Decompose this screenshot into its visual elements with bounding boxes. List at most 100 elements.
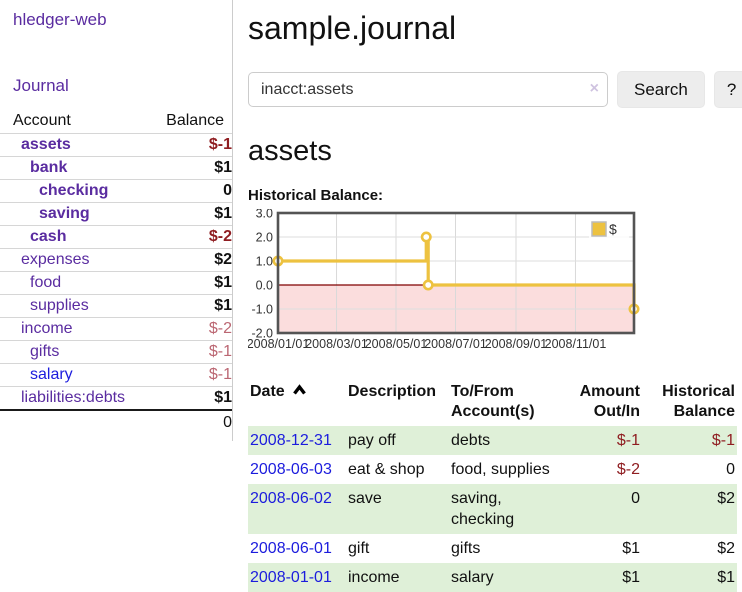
transaction-description: save bbox=[346, 484, 449, 534]
register-table: Date Description To/From Account(s) Amou… bbox=[248, 380, 737, 592]
transaction-description: pay off bbox=[346, 426, 449, 455]
account-balance: $-2 bbox=[208, 320, 232, 337]
accounts-total-row: 0 bbox=[0, 409, 232, 434]
y-axis-tick-label: 2.0 bbox=[256, 231, 273, 245]
accounts-header-account: Account bbox=[13, 112, 71, 129]
account-link-expenses[interactable]: expenses bbox=[21, 251, 90, 268]
account-link-food[interactable]: food bbox=[30, 274, 62, 291]
help-button[interactable]: ? bbox=[713, 71, 742, 108]
sidebar: hledger-web Journal Account Balance asse… bbox=[0, 0, 233, 441]
account-link-salary[interactable]: salary bbox=[30, 366, 73, 383]
x-axis-tick-label: 2008/03/01 bbox=[305, 337, 368, 351]
y-axis-tick-label: 0.0 bbox=[256, 279, 273, 293]
account-balance: $1 bbox=[214, 389, 232, 406]
account-link-supplies[interactable]: supplies bbox=[30, 297, 89, 314]
app-brand-link[interactable]: hledger-web bbox=[13, 10, 107, 29]
transaction-balance: $2 bbox=[717, 540, 735, 557]
account-balance: $1 bbox=[214, 274, 232, 291]
account-row: income $-2 bbox=[0, 317, 232, 341]
register-header-date[interactable]: Date bbox=[248, 380, 346, 426]
transaction-accounts: gifts bbox=[451, 540, 481, 557]
transaction-amount: $-1 bbox=[572, 426, 642, 455]
chart-point[interactable] bbox=[422, 279, 434, 291]
register-header-description: Description bbox=[348, 383, 437, 400]
account-link-bank[interactable]: bank bbox=[30, 159, 68, 176]
account-link-saving[interactable]: saving bbox=[39, 205, 90, 222]
date-header-label: Date bbox=[250, 383, 285, 400]
transaction-date-link[interactable]: 2008-01-01 bbox=[250, 569, 332, 586]
transaction-amount: $1 bbox=[622, 540, 640, 557]
account-row: food $1 bbox=[0, 271, 232, 295]
account-heading: assets bbox=[248, 135, 332, 167]
account-row: bank $1 bbox=[0, 156, 232, 180]
transaction-balance: $2 bbox=[642, 484, 737, 534]
account-balance: $1 bbox=[214, 205, 232, 222]
transaction-accounts: debts bbox=[449, 426, 572, 455]
sort-ascending-icon bbox=[292, 382, 307, 402]
account-link-liabilities-debts[interactable]: liabilities:debts bbox=[21, 389, 126, 406]
main-content: sample.journal × Search ? assets Histori… bbox=[247, 0, 742, 592]
y-axis-tick-label: 3.0 bbox=[256, 209, 273, 221]
transaction-accounts: food, supplies bbox=[451, 461, 550, 478]
register-header-row: Date Description To/From Account(s) Amou… bbox=[248, 380, 737, 426]
transaction-amount: $1 bbox=[572, 563, 642, 592]
account-link-cash[interactable]: cash bbox=[30, 228, 67, 245]
y-axis-tick-label: 1.0 bbox=[256, 255, 273, 269]
transaction-amount: 0 bbox=[572, 484, 642, 534]
transaction-date-link[interactable]: 2008-06-02 bbox=[250, 490, 332, 507]
transaction-description: gift bbox=[348, 540, 370, 557]
account-row: gifts $-1 bbox=[0, 340, 232, 364]
account-row: saving $1 bbox=[0, 202, 232, 226]
transaction-accounts: salary bbox=[449, 563, 572, 592]
chart-point[interactable] bbox=[420, 231, 432, 243]
legend-label: $ bbox=[609, 221, 617, 237]
transaction-row: 2008-06-03 eat & shop food, supplies $-2 0 bbox=[248, 455, 737, 484]
search-button[interactable]: Search bbox=[617, 71, 705, 108]
account-row: expenses $2 bbox=[0, 248, 232, 272]
account-balance: $-1 bbox=[208, 136, 232, 153]
account-balance: $2 bbox=[214, 251, 232, 268]
account-link-checking[interactable]: checking bbox=[39, 182, 109, 199]
chart-title-label: Historical Balance: bbox=[248, 187, 384, 204]
search-input[interactable] bbox=[248, 72, 608, 107]
x-axis-tick-label: 2008/05/01 bbox=[365, 337, 428, 351]
transaction-date-link[interactable]: 2008-12-31 bbox=[250, 432, 332, 449]
account-balance: 0 bbox=[223, 182, 232, 199]
account-row: liabilities:debts $1 bbox=[0, 386, 232, 411]
plot-border bbox=[276, 211, 636, 335]
y-axis-tick-label: -1.0 bbox=[251, 303, 273, 317]
transaction-row: 2008-06-01 gift gifts $1 $2 bbox=[248, 534, 737, 563]
account-balance: $-2 bbox=[208, 228, 232, 245]
accounts-table: Account Balance assets $-1 bank $1 checking 0… bbox=[0, 110, 232, 434]
transaction-date-link[interactable]: 2008-06-01 bbox=[250, 540, 332, 557]
account-row: cash $-2 bbox=[0, 225, 232, 249]
page-title: sample.journal bbox=[248, 10, 457, 46]
account-row: assets $-1 bbox=[0, 133, 232, 157]
register-header-amount: Amount Out/In bbox=[579, 383, 640, 420]
account-row: salary $-1 bbox=[0, 363, 232, 387]
account-row: checking 0 bbox=[0, 179, 232, 203]
register-header-balance: Historical Balance bbox=[662, 383, 735, 420]
register-header-accounts: To/From Account(s) bbox=[451, 383, 535, 420]
y-axis-tick-label: -2.0 bbox=[251, 327, 273, 341]
account-link-income[interactable]: income bbox=[21, 320, 73, 337]
account-link-assets[interactable]: assets bbox=[21, 136, 71, 153]
transaction-date-link[interactable]: 2008-06-03 bbox=[250, 461, 332, 478]
chart-canvas: $3.0 2.0 1.0 0.0 -1.0 -2.02008/01/012008/03/0… bbox=[247, 207, 640, 351]
x-axis-tick-label: 2008/07/01 bbox=[424, 337, 487, 351]
accounts-header-row: Account Balance bbox=[0, 110, 232, 134]
clear-search-icon[interactable]: × bbox=[589, 80, 599, 97]
transaction-accounts: saving, checking bbox=[449, 484, 572, 534]
account-balance: $-1 bbox=[208, 366, 232, 383]
account-balance: $1 bbox=[214, 159, 232, 176]
accounts-header-balance: Balance bbox=[166, 112, 224, 129]
account-balance: $-1 bbox=[208, 343, 232, 360]
account-row: supplies $1 bbox=[0, 294, 232, 318]
sidebar-item-journal[interactable]: Journal bbox=[13, 76, 69, 95]
historical-balance-chart: $3.0 2.0 1.0 0.0 -1.0 -2.0 2008/01/01 2008/03/0… bbox=[247, 207, 742, 360]
transaction-row: 2008-12-31 pay off debts $-1 $-1 bbox=[248, 426, 737, 455]
transaction-row: 2008-01-01 income salary $1 $1 bbox=[248, 563, 737, 592]
transaction-description: eat & shop bbox=[348, 461, 425, 478]
account-link-gifts[interactable]: gifts bbox=[30, 343, 60, 360]
transaction-balance: $1 bbox=[642, 563, 737, 592]
